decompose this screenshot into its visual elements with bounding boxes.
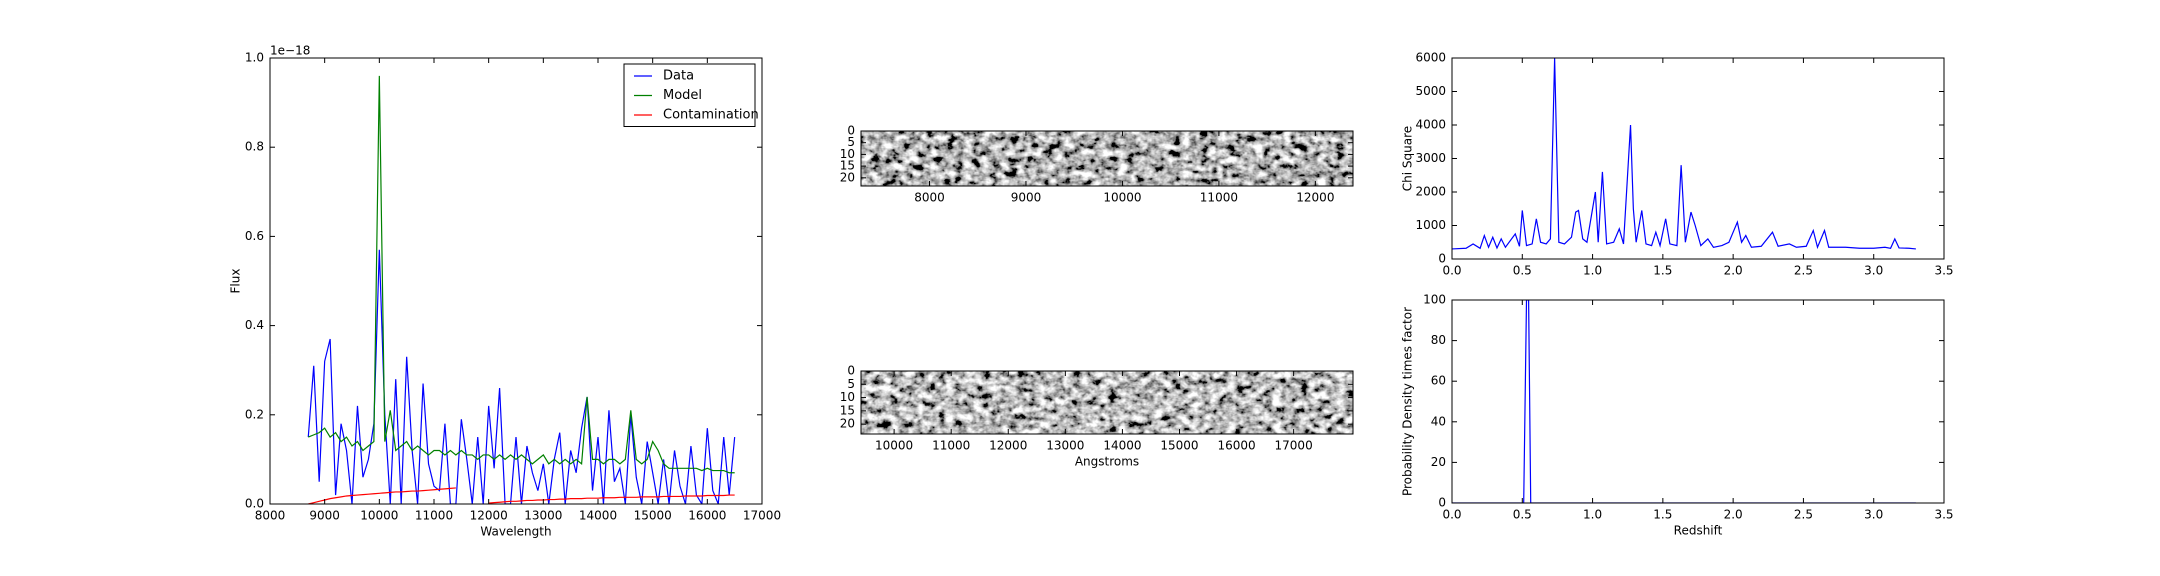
y-tick-label: 5000 <box>1415 84 1446 98</box>
x-tick-label: 8000 <box>914 191 945 205</box>
x-tick-label: 14000 <box>579 509 617 523</box>
y-tick-label: 6000 <box>1415 51 1446 65</box>
x-tick-label: 0.0 <box>1442 508 1461 522</box>
x-tick-label: 10000 <box>875 439 913 453</box>
x-tick-label: 9000 <box>1011 191 1042 205</box>
x-tick-label: 3.5 <box>1934 264 1953 278</box>
x-tick-label: 12000 <box>989 439 1027 453</box>
y-tick-label: 0 <box>1438 496 1446 510</box>
legend-label: Contamination <box>663 108 759 123</box>
x-tick-label: 2.5 <box>1794 508 1813 522</box>
x-tick-label: 1.0 <box>1583 508 1602 522</box>
x-tick-label: 3.0 <box>1864 264 1883 278</box>
series-line <box>1452 58 1916 250</box>
axes-frame <box>860 370 1354 435</box>
x-tick-label: 2.0 <box>1724 264 1743 278</box>
x-axis-label: Wavelength <box>480 525 551 539</box>
x-tick-label: 14000 <box>1103 439 1141 453</box>
y-tick-label: 3000 <box>1415 151 1446 165</box>
y-axis-label: Chi Square <box>1401 126 1415 191</box>
y-tick-label: 0 <box>847 124 855 138</box>
axes-frame <box>1451 299 1945 504</box>
axes-frame <box>860 130 1354 187</box>
x-axis-label: Redshift <box>1674 524 1723 538</box>
x-tick-label: 11000 <box>932 439 970 453</box>
spectrum-image <box>861 131 1353 186</box>
spectrum-image <box>861 371 1353 434</box>
x-tick-label: 15000 <box>634 509 672 523</box>
x-tick-label: 13000 <box>1046 439 1084 453</box>
y-tick-label: 0 <box>847 364 855 378</box>
x-tick-label: 12000 <box>470 509 508 523</box>
y-tick-label: 40 <box>1431 414 1446 428</box>
legend-label: Model <box>663 88 702 103</box>
axes-frame <box>1451 57 1945 260</box>
y-tick-label: 0.8 <box>245 140 264 154</box>
panel: 10000 11000 12000 13000 14000 15000 16000 17000… <box>840 364 1354 469</box>
y-tick-label: 5 <box>847 377 855 391</box>
x-tick-label: 15000 <box>1160 439 1198 453</box>
x-tick-label: 2.0 <box>1724 508 1743 522</box>
x-tick-label: 10000 <box>360 509 398 523</box>
x-tick-label: 1.5 <box>1653 508 1672 522</box>
panel: 8000 9000 10000 11000 12000 13000 14000 15000 16… <box>229 44 782 539</box>
y-tick-label: 20 <box>1431 455 1446 469</box>
y-offset-label: 1e−18 <box>270 44 310 58</box>
y-axis-label: Flux <box>229 269 243 294</box>
x-tick-label: 0.0 <box>1442 264 1461 278</box>
axes-frame <box>269 57 763 505</box>
x-tick-label: 16000 <box>688 509 726 523</box>
panel: 0.0 0.5 1.0 1.5 2.0 2.5 3.0 3.5 0 20 40 60 80 100 Reds… <box>1401 293 1954 538</box>
legend: Data Model Contamination <box>623 63 759 127</box>
x-tick-label: 0.5 <box>1513 264 1532 278</box>
y-tick-label: 0.2 <box>245 407 264 421</box>
y-tick-label: 60 <box>1431 374 1446 388</box>
x-tick-label: 3.5 <box>1934 508 1953 522</box>
x-tick-label: 11000 <box>415 509 453 523</box>
y-tick-label: 0.0 <box>245 497 264 511</box>
series-line <box>307 249 736 504</box>
x-tick-label: 8000 <box>255 509 286 523</box>
y-tick-label: 2000 <box>1415 185 1446 199</box>
y-tick-label: 5 <box>847 135 855 149</box>
y-tick-label: 100 <box>1423 293 1446 307</box>
y-tick-label: 80 <box>1431 333 1446 347</box>
x-tick-label: 12000 <box>1296 191 1334 205</box>
x-tick-label: 2.5 <box>1794 264 1813 278</box>
y-tick-label: 15 <box>840 403 855 417</box>
x-tick-label: 10000 <box>1103 191 1141 205</box>
series-line <box>308 75 735 474</box>
y-tick-label: 10 <box>840 390 855 404</box>
x-tick-label: 17000 <box>1275 439 1313 453</box>
y-tick-label: 1.0 <box>245 51 264 65</box>
x-tick-label: 1.0 <box>1583 264 1602 278</box>
legend-label: Data <box>663 69 694 84</box>
x-tick-label: 13000 <box>524 509 562 523</box>
y-tick-label: 0 <box>1438 252 1446 266</box>
y-tick-label: 20 <box>840 170 855 184</box>
panel: 0.0 0.5 1.0 1.5 2.0 2.5 3.0 3.5 0 1000 2000 3000 400… <box>1401 51 1954 278</box>
y-tick-label: 1000 <box>1415 218 1446 232</box>
x-tick-label: 17000 <box>743 509 781 523</box>
x-tick-label: 1.5 <box>1653 264 1672 278</box>
y-axis-label: Probability Density times factor <box>1401 307 1415 496</box>
y-tick-label: 0.6 <box>245 229 264 243</box>
y-tick-label: 4000 <box>1415 118 1446 132</box>
y-tick-label: 15 <box>840 159 855 173</box>
x-tick-label: 0.5 <box>1513 508 1532 522</box>
x-axis-label: Angstroms <box>1075 455 1139 469</box>
y-tick-label: 20 <box>840 417 855 431</box>
x-tick-label: 16000 <box>1217 439 1255 453</box>
x-tick-label: 11000 <box>1200 191 1238 205</box>
x-tick-label: 9000 <box>309 509 340 523</box>
y-tick-label: 10 <box>840 147 855 161</box>
x-tick-label: 3.0 <box>1864 508 1883 522</box>
series-line <box>308 487 735 504</box>
y-tick-label: 0.4 <box>245 318 264 332</box>
